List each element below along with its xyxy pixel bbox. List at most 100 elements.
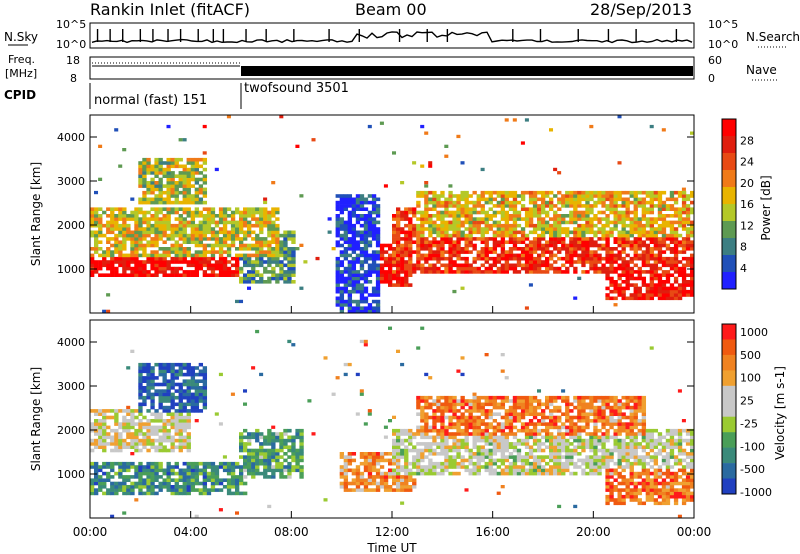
data-cell [681, 250, 687, 254]
data-cell [114, 485, 119, 489]
data-cell [182, 253, 187, 258]
data-cell [162, 233, 167, 238]
data-cell [214, 260, 220, 264]
data-cell [404, 263, 409, 268]
data-cell [589, 250, 594, 254]
data-cell [532, 435, 538, 440]
data-cell [524, 190, 530, 195]
data-cell [541, 468, 546, 473]
data-cell [170, 478, 175, 482]
data-cell [408, 256, 413, 261]
data-cell [355, 243, 361, 248]
data-cell [528, 197, 534, 202]
data-cell [299, 194, 304, 198]
data-cell [214, 475, 220, 479]
data-cell [138, 184, 143, 188]
data-cell [541, 253, 546, 258]
data-cell [448, 263, 453, 268]
data-cell [190, 164, 196, 169]
data-cell [665, 256, 671, 261]
data-cell [166, 379, 171, 383]
data-cell [460, 402, 465, 407]
data-cell [190, 273, 196, 277]
data-cell [379, 263, 385, 268]
data-cell [400, 263, 405, 268]
data-cell [102, 253, 107, 258]
data-cell [255, 220, 260, 225]
data-cell [452, 399, 457, 403]
data-cell [549, 256, 554, 261]
data-cell [673, 286, 679, 291]
data-cell [150, 167, 155, 172]
data-cell [444, 214, 449, 218]
data-cell [464, 488, 469, 492]
data-cell [464, 190, 469, 195]
data-cell [657, 273, 663, 277]
data-cell [190, 485, 196, 489]
data-cell [488, 227, 493, 231]
data-cell [653, 194, 659, 198]
data-cell [637, 253, 642, 258]
data-cell [404, 276, 409, 281]
data-cell [122, 419, 127, 423]
data-cell [351, 289, 357, 294]
data-cell [162, 409, 167, 413]
data-cell [484, 250, 489, 254]
data-cell [355, 481, 361, 486]
data-cell [508, 194, 514, 198]
data-cell [351, 309, 357, 314]
data-cell [617, 237, 622, 241]
data-cell [637, 190, 642, 195]
data-cell [504, 260, 510, 264]
data-cell [424, 260, 429, 264]
data-cell [138, 362, 143, 367]
data-cell [146, 395, 151, 400]
data-cell [190, 157, 196, 162]
data-cell [609, 194, 614, 198]
data-cell [335, 194, 340, 198]
data-cell [601, 233, 606, 238]
data-cell [114, 419, 119, 423]
data-cell [424, 428, 429, 433]
data-cell [142, 200, 147, 205]
data-cell [90, 409, 95, 413]
data-cell [625, 204, 630, 208]
data-cell [553, 465, 558, 469]
data-cell [408, 260, 413, 264]
data-cell [452, 253, 457, 258]
data-cell [613, 190, 618, 195]
data-cell [383, 435, 388, 439]
data-cell [400, 452, 405, 456]
data-cell [186, 210, 191, 215]
data-cell [488, 256, 493, 261]
data-cell [174, 362, 179, 367]
data-cell [347, 303, 353, 307]
data-cell [512, 194, 518, 198]
data-cell [440, 445, 445, 449]
data-cell [178, 491, 183, 496]
data-cell [275, 455, 280, 459]
data-cell [182, 181, 187, 185]
data-cell [645, 256, 651, 261]
data-cell [669, 240, 675, 244]
data-cell [581, 237, 586, 241]
data-cell [541, 250, 546, 254]
data-cell [106, 253, 111, 258]
data-cell [190, 174, 196, 178]
data-cell [259, 445, 264, 449]
data-cell [416, 194, 421, 198]
data-cell [383, 273, 389, 277]
data-cell [198, 389, 204, 393]
data-cell [460, 412, 465, 416]
data-cell [625, 286, 630, 291]
data-cell [367, 230, 373, 235]
data-cell [375, 276, 381, 281]
data-cell [202, 488, 208, 492]
data-cell [573, 250, 578, 254]
data-cell [182, 485, 187, 489]
data-cell [102, 442, 107, 446]
colorbar-tick-label: 8 [740, 241, 747, 254]
data-cell [617, 161, 622, 165]
data-cell [516, 412, 522, 416]
